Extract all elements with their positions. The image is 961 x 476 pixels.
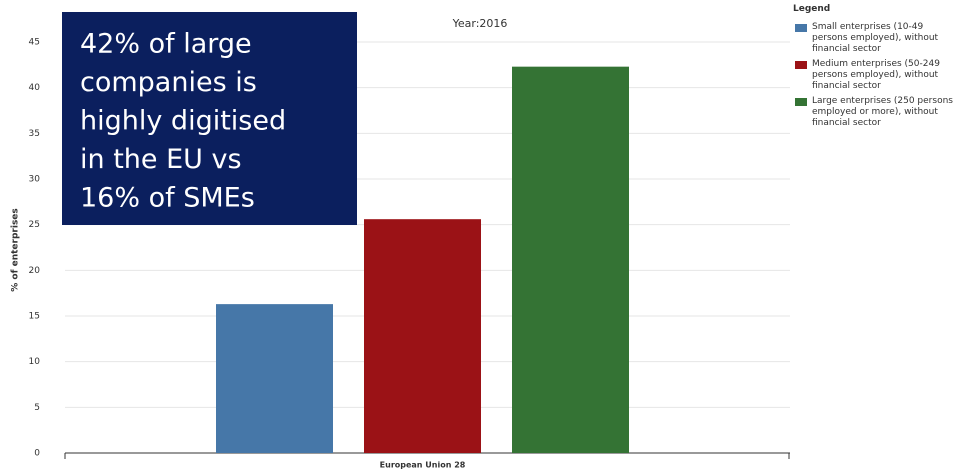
legend-label: Medium enterprises (50-249 persons emplo… <box>812 59 940 91</box>
y-tick-label: 25 <box>29 220 40 230</box>
y-tick-label: 0 <box>34 449 40 459</box>
y-tick-label: 40 <box>29 83 41 93</box>
y-tick-label: 10 <box>29 357 41 367</box>
annotation-text: highly digitised <box>80 106 286 137</box>
y-tick-label: 30 <box>29 175 41 185</box>
annotation-text: 16% of SMEs <box>80 183 255 214</box>
y-tick-label: 45 <box>29 38 40 48</box>
bar <box>216 304 333 453</box>
legend-swatch <box>795 98 807 106</box>
bar <box>512 66 629 453</box>
legend-title: Legend <box>793 4 831 14</box>
y-tick-label: 15 <box>29 312 40 322</box>
y-tick-label: 20 <box>29 266 41 276</box>
legend-swatch <box>795 24 807 32</box>
x-tick-label: European Union 28 <box>380 461 466 470</box>
legend-entry: Medium enterprises (50-249 persons emplo… <box>793 59 955 92</box>
bar <box>364 219 481 453</box>
annotation-text: 42% of large <box>80 29 252 60</box>
legend-label: Large enterprises (250 persons employed … <box>812 96 953 128</box>
y-tick-label: 5 <box>34 403 40 413</box>
annotation-text: companies is <box>80 67 257 98</box>
legend-entry: Small enterprises (10-49 persons employe… <box>793 22 955 55</box>
legend-label: Small enterprises (10-49 persons employe… <box>812 22 939 54</box>
annotation-box <box>62 12 357 225</box>
annotation-text: in the EU vs <box>80 144 242 175</box>
y-axis-label: % of enterprises <box>11 208 21 292</box>
legend-swatch <box>795 61 807 69</box>
chart-subtitle: Year:2016 <box>452 17 508 30</box>
legend-entry: Large enterprises (250 persons employed … <box>793 96 955 129</box>
legend: Legend Small enterprises (10-49 persons … <box>793 0 955 133</box>
y-tick-label: 35 <box>29 129 40 139</box>
chart: Year:2016 % of enterprises 0 5 10 15 20 25 30 3… <box>11 12 790 470</box>
